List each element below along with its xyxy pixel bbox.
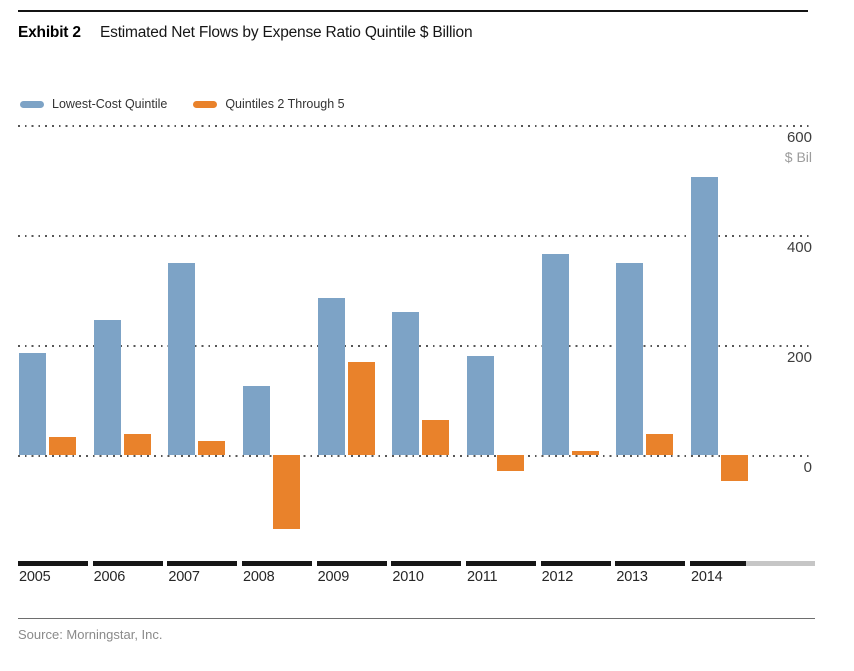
bar-2005-quintiles-2-5	[49, 436, 76, 455]
x-axis-segment-2011	[466, 561, 536, 566]
x-axis-segment-filler	[746, 561, 815, 566]
x-axis-segment-2013	[615, 561, 686, 566]
x-axis-label-2009: 2009	[317, 569, 350, 585]
x-axis-segment-2006	[92, 561, 163, 566]
bar-2007-lowest-cost	[168, 262, 196, 455]
bar-2010-lowest-cost	[392, 312, 420, 455]
bar-2008-quintiles-2-5	[273, 455, 300, 530]
header-rule	[18, 10, 808, 12]
legend-swatch-lowest-cost-quintile	[20, 100, 44, 108]
exhibit-number-label: Exhibit 2	[18, 24, 81, 41]
x-axis-label-2013: 2013	[616, 569, 648, 585]
x-axis-label-2012: 2012	[541, 569, 574, 585]
y-axis-unit-label: $ Bil	[784, 149, 812, 165]
x-axis-label-2005: 2005	[19, 569, 51, 585]
bar-2009-lowest-cost	[317, 298, 345, 455]
x-axis-label-2007: 2007	[168, 569, 200, 585]
bar-2013-quintiles-2-5	[646, 434, 674, 455]
source-text: Source: Morningstar, Inc.	[18, 627, 163, 642]
x-axis-segment-2008	[242, 561, 312, 566]
bar-2006-lowest-cost	[93, 320, 121, 455]
x-axis-segment-2014	[690, 561, 746, 566]
bar-2011-lowest-cost	[467, 356, 494, 455]
y-tick-label-0: 0	[803, 459, 812, 476]
gridline-600	[18, 125, 812, 127]
x-axis-label-2008: 2008	[243, 569, 275, 585]
bar-2006-quintiles-2-5	[123, 434, 151, 455]
x-axis-segment-2007	[167, 561, 238, 566]
x-axis-label-2010: 2010	[392, 569, 424, 585]
bar-2010-quintiles-2-5	[422, 420, 450, 455]
bar-2008-lowest-cost	[243, 386, 270, 455]
gridline-400	[18, 235, 812, 237]
page-title: Estimated Net Flows by Expense Ratio Qui…	[100, 24, 473, 41]
x-axis-segment-2012	[540, 561, 611, 566]
x-axis-label-2011: 2011	[467, 569, 498, 585]
legend-label-quintiles-2-through-5: Quintiles 2 Through 5	[225, 97, 345, 111]
bar-2005-lowest-cost	[19, 353, 46, 455]
y-tick-label-400: 400	[786, 239, 812, 256]
x-axis-segment-2010	[391, 561, 462, 566]
x-axis-segment-2009	[316, 561, 387, 566]
bar-2014-lowest-cost	[691, 177, 718, 455]
gridline-0	[18, 455, 812, 457]
bar-2013-lowest-cost	[616, 262, 644, 455]
y-tick-label-600: 600	[786, 129, 812, 146]
bar-2009-quintiles-2-5	[347, 361, 375, 455]
bar-2011-quintiles-2-5	[497, 455, 524, 471]
bar-2012-quintiles-2-5	[571, 451, 599, 455]
bar-2012-lowest-cost	[541, 254, 569, 455]
y-tick-label-200: 200	[786, 349, 812, 366]
x-axis-label-2014: 2014	[691, 569, 723, 585]
legend-swatch-quintiles-2-through-5	[193, 100, 218, 108]
bar-2014-quintiles-2-5	[721, 455, 748, 482]
net-flows-bar-chart: 600 $ Bil 400 200 0 2005 2006 2007 2008 2009 2010 2…	[18, 125, 815, 595]
legend-label-lowest-cost-quintile: Lowest-Cost Quintile	[52, 97, 168, 111]
x-axis-label-2006: 2006	[93, 569, 126, 585]
bar-2007-quintiles-2-5	[198, 441, 226, 455]
x-axis-segment-2005	[18, 561, 88, 566]
footer-rule	[18, 618, 815, 619]
chart-legend: Lowest-Cost Quintile Quintiles 2 Through…	[20, 97, 371, 111]
